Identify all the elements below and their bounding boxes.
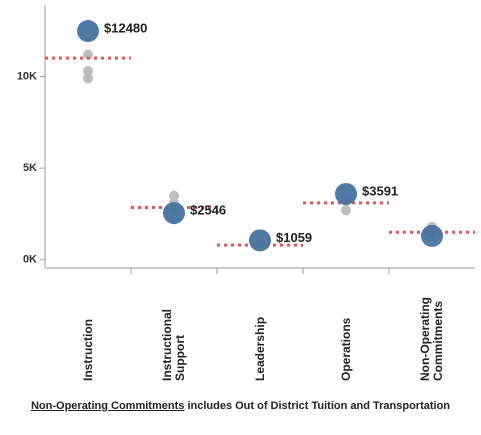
footnote-text: includes Out of District Tuition and Tra… bbox=[187, 400, 451, 412]
y-tick-label: 0K bbox=[23, 254, 37, 266]
x-tick-label: Instructional Support bbox=[160, 308, 187, 381]
x-tick-label: Non-Operating Commitments bbox=[418, 297, 445, 381]
value-label: $1059 bbox=[276, 230, 312, 245]
other-dot bbox=[83, 65, 93, 76]
value-dot bbox=[335, 182, 357, 205]
value-label: $12480 bbox=[104, 20, 147, 35]
x-tick-label: Instruction bbox=[80, 319, 95, 381]
x-tick-label: Operations bbox=[338, 317, 353, 381]
footnote: Non-Operating Commitments includes Out o… bbox=[20, 400, 461, 413]
footnote-link: Non-Operating Commitments bbox=[30, 400, 185, 412]
other-dot bbox=[83, 73, 93, 84]
other-dot bbox=[169, 190, 179, 201]
value-dot bbox=[421, 224, 443, 247]
other-dot bbox=[341, 205, 351, 216]
x-tick-label: Leadership bbox=[252, 316, 267, 381]
other-dot bbox=[83, 49, 93, 60]
value-label: $3591 bbox=[362, 183, 398, 198]
chart: 0K 5K 10K $12480 $2546 $1059 $3591 bbox=[17, 5, 475, 274]
value-label: $2546 bbox=[190, 203, 226, 218]
y-tick-label: 5K bbox=[23, 162, 37, 174]
value-dot bbox=[77, 20, 99, 43]
y-tick-label: 10K bbox=[17, 70, 37, 82]
value-dot bbox=[163, 202, 185, 225]
value-dot bbox=[249, 229, 271, 252]
